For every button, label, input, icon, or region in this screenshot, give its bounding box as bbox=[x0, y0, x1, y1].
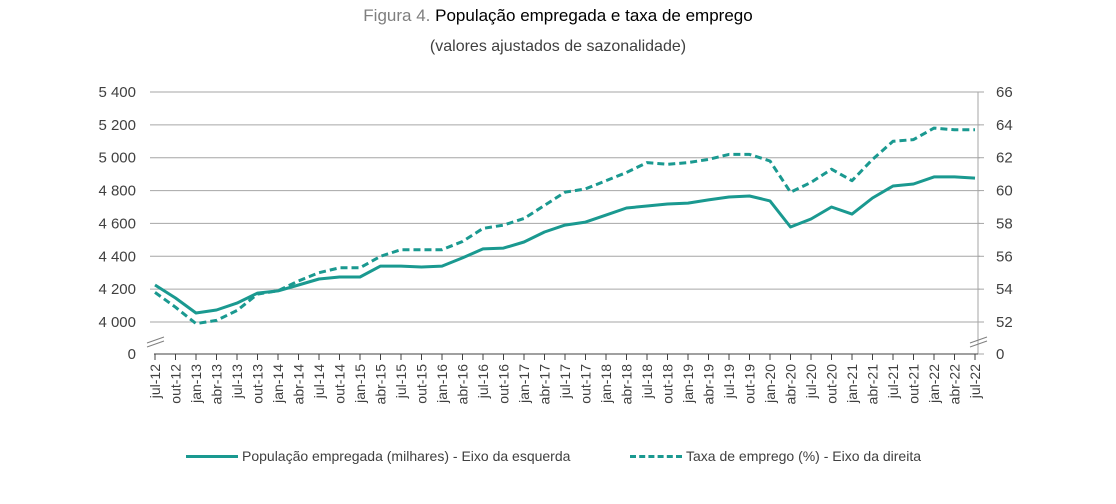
x-tick-label: jan-18 bbox=[598, 364, 614, 404]
chart-title: Figura 4. População empregada e taxa de … bbox=[0, 6, 1116, 26]
x-tick-label: out-14 bbox=[332, 364, 348, 404]
x-tick-label: out-13 bbox=[250, 364, 266, 404]
x-tick-label: jan-20 bbox=[762, 364, 778, 404]
series-line-employed-population bbox=[154, 175, 976, 315]
y-right-tick-label: 54 bbox=[996, 281, 1013, 298]
x-tick-label: abr-20 bbox=[783, 364, 799, 405]
x-tick-label: jan-14 bbox=[270, 364, 286, 404]
chart-subtitle: (valores ajustados de sazonalidade) bbox=[429, 38, 687, 55]
left-axis-break-mark bbox=[146, 336, 165, 344]
x-tick-label: jul-12 bbox=[147, 364, 163, 399]
y-left-tick-label: 4 200 bbox=[98, 281, 136, 298]
x-tick-label: jan-13 bbox=[188, 364, 204, 404]
y-right-tick-label: 58 bbox=[996, 215, 1013, 232]
y-left-tick-label: 0 bbox=[128, 346, 136, 363]
y-right-tick-label: 0 bbox=[996, 346, 1004, 363]
gridlines bbox=[150, 91, 980, 323]
x-tick-label: jul-22 bbox=[967, 364, 983, 399]
x-tick-label: jul-17 bbox=[557, 364, 573, 399]
y-right-tick-label: 56 bbox=[996, 248, 1013, 265]
left-axis-break-mark bbox=[146, 340, 165, 348]
x-tick-label: jan-19 bbox=[680, 364, 696, 404]
axes bbox=[146, 91, 988, 360]
x-tick-label: abr-18 bbox=[619, 364, 635, 405]
x-tick-label: out-17 bbox=[578, 364, 594, 404]
legend-swatch-solid bbox=[186, 454, 238, 458]
y-right-tick-label: 62 bbox=[996, 150, 1013, 167]
x-tick-label: out-15 bbox=[414, 364, 430, 404]
x-tick-label: jul-14 bbox=[311, 364, 327, 399]
x-tick-label: out-19 bbox=[742, 364, 758, 404]
x-tick-label: jan-16 bbox=[434, 364, 450, 404]
x-tick-label: jan-21 bbox=[844, 364, 860, 404]
y-right-tick-label: 66 bbox=[996, 84, 1013, 101]
x-tick-label: jul-21 bbox=[885, 364, 901, 399]
y-left-tick-label: 4 800 bbox=[98, 183, 136, 200]
x-tick-label: abr-19 bbox=[701, 364, 717, 405]
y-left-tick-label: 5 400 bbox=[98, 84, 136, 101]
y-left-tick-label: 4 000 bbox=[98, 314, 136, 331]
series-lines bbox=[154, 126, 976, 326]
x-tick-label: abr-14 bbox=[291, 364, 307, 405]
right-axis-break-mark bbox=[969, 336, 988, 344]
x-tick-label: out-21 bbox=[906, 364, 922, 404]
x-tick-label: out-20 bbox=[824, 364, 840, 404]
x-tick-label: abr-17 bbox=[537, 364, 553, 405]
y-left-tick-label: 5 200 bbox=[98, 117, 136, 134]
x-tick-label: jul-15 bbox=[393, 364, 409, 399]
x-tick-label: abr-13 bbox=[209, 364, 225, 405]
x-tick-label: jan-15 bbox=[352, 364, 368, 404]
x-tick-label: jul-20 bbox=[803, 364, 819, 399]
x-tick-label: out-18 bbox=[660, 364, 676, 404]
y-right-tick-label: 64 bbox=[996, 117, 1013, 134]
x-tick-label: out-16 bbox=[496, 364, 512, 404]
x-tick-label: abr-21 bbox=[865, 364, 881, 405]
y-right-tick-label: 52 bbox=[996, 314, 1013, 331]
line-chart: 0 4 000 4 200 4 400 4 600 4 800 5 000 5 200 5 40… bbox=[98, 84, 1012, 404]
series-line-employment-rate bbox=[154, 126, 975, 326]
y-right-tick-label: 60 bbox=[996, 183, 1013, 200]
figure-title: População empregada e taxa de emprego bbox=[435, 6, 753, 25]
y-left-tick-label: 4 400 bbox=[98, 248, 136, 265]
x-tick-label: jan-22 bbox=[926, 364, 942, 404]
x-tick-label: jul-16 bbox=[475, 364, 491, 399]
x-tick-label: jul-13 bbox=[229, 364, 245, 399]
x-tick-label: jul-18 bbox=[639, 364, 655, 399]
legend-label: População empregada (milhares) - Eixo da… bbox=[242, 448, 571, 464]
x-tick-label: abr-15 bbox=[373, 364, 389, 405]
legend-item-employed-population: População empregada (milhares) - Eixo da… bbox=[186, 448, 570, 464]
x-tick-label: abr-16 bbox=[455, 364, 471, 405]
legend-label: Taxa de emprego (%) - Eixo da direita bbox=[686, 448, 921, 464]
legend-item-employment-rate: Taxa de emprego (%) - Eixo da direita bbox=[630, 448, 921, 464]
tick-labels: 0 4 000 4 200 4 400 4 600 4 800 5 000 5 200 5 40… bbox=[98, 84, 1012, 404]
y-left-tick-label: 5 000 bbox=[98, 150, 136, 167]
legend: População empregada (milhares) - Eixo da… bbox=[0, 448, 1116, 472]
legend-swatch-dashed bbox=[630, 454, 682, 458]
x-tick-label: abr-22 bbox=[947, 364, 963, 405]
x-tick-label: out-12 bbox=[168, 364, 184, 404]
y-left-tick-label: 4 600 bbox=[98, 215, 136, 232]
x-tick-label: jul-19 bbox=[721, 364, 737, 399]
figure-prefix: Figura 4. bbox=[363, 6, 431, 25]
x-tick-label: jan-17 bbox=[516, 364, 532, 404]
right-axis-break-mark bbox=[969, 340, 988, 348]
